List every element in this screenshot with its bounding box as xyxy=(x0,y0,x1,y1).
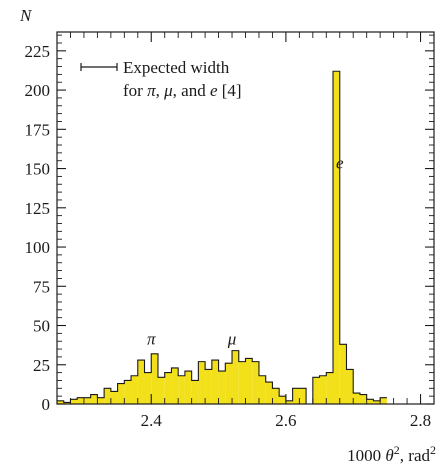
histogram-bin xyxy=(252,361,259,404)
histogram-bin xyxy=(97,397,105,404)
y-axis-label: N xyxy=(19,6,33,25)
histogram-bin xyxy=(205,369,212,404)
histogram-bin xyxy=(198,361,206,404)
x-tick-label: 2.4 xyxy=(141,411,163,430)
histogram-bin xyxy=(70,399,78,404)
peak-annotations: π μ e xyxy=(147,154,344,349)
y-tick-label: 175 xyxy=(25,120,51,139)
x-tick-label: 2.8 xyxy=(410,411,431,430)
peak-label: π xyxy=(147,329,156,348)
histogram-bin xyxy=(292,388,300,404)
histogram-bin xyxy=(178,375,185,404)
axis-ticks xyxy=(56,32,434,405)
histogram-bin xyxy=(137,360,145,404)
histogram-bin xyxy=(366,399,374,404)
y-tick-label: 150 xyxy=(25,160,51,179)
legend-prefix: for xyxy=(123,81,147,100)
legend-line-1: Expected width xyxy=(123,58,230,77)
histogram-bin xyxy=(312,377,320,404)
histogram-bin xyxy=(258,375,266,404)
histogram-bin xyxy=(285,400,293,404)
histogram-bin xyxy=(346,369,354,404)
histogram-bin xyxy=(359,394,367,404)
y-tick-label: 25 xyxy=(33,356,50,375)
histogram-bin xyxy=(63,402,71,404)
histogram-bin xyxy=(232,350,239,404)
histogram-bin xyxy=(272,388,280,404)
histogram-bin xyxy=(171,367,179,404)
y-tick-label: 125 xyxy=(25,199,51,218)
histogram-bin xyxy=(184,371,192,404)
histogram-bin xyxy=(299,388,307,404)
legend-sym-mu: μ xyxy=(163,81,173,100)
histogram-bin xyxy=(245,358,253,404)
histogram-bin xyxy=(211,360,219,404)
histogram-bin xyxy=(83,397,91,404)
histogram-bin xyxy=(110,391,118,404)
histogram-bars xyxy=(57,70,387,405)
x-tick-label: 2.6 xyxy=(275,411,296,430)
y-tick-label: 225 xyxy=(25,42,51,61)
histogram-bin xyxy=(373,400,381,404)
y-tick-label: 200 xyxy=(25,81,51,100)
histogram-bin xyxy=(131,375,138,404)
histogram-bin xyxy=(225,363,233,404)
histogram-bin xyxy=(57,400,64,404)
x-axis-label-exp1: 2 xyxy=(394,443,400,457)
histogram-bin xyxy=(151,353,158,404)
histogram-bin xyxy=(164,372,172,404)
histogram-bin xyxy=(144,372,152,404)
histogram-outline xyxy=(57,70,387,405)
legend-line-2: for π, μ, and e [4] xyxy=(123,81,242,100)
peak-label: μ xyxy=(227,329,237,348)
legend-suffix: [4] xyxy=(218,81,242,100)
histogram-bin xyxy=(353,393,360,404)
x-axis-label: 1000 θ2, rad2 xyxy=(347,443,436,465)
y-tick-label: 75 xyxy=(33,277,50,296)
y-tick-label: 50 xyxy=(33,317,50,336)
y-tick-label: 0 xyxy=(42,395,51,414)
histogram-bin xyxy=(326,372,334,404)
histogram-bin xyxy=(339,344,347,404)
histogram-bin xyxy=(319,375,327,404)
histogram-bin xyxy=(124,380,132,404)
histogram-bin xyxy=(104,388,111,404)
legend-sym-e: e xyxy=(210,81,218,100)
x-axis-label-unit: , rad xyxy=(400,446,431,465)
y-tick-label: 100 xyxy=(25,238,51,257)
plot-frame xyxy=(56,31,435,405)
histogram-bin xyxy=(265,382,273,404)
histogram-bin xyxy=(117,383,125,404)
legend-sym-pi: π xyxy=(147,81,156,100)
histogram-bin xyxy=(380,397,387,404)
histogram-bin xyxy=(77,397,84,404)
histogram-bin xyxy=(279,396,286,404)
histogram-bin xyxy=(333,71,340,404)
legend: Expected width for π, μ, and e [4] xyxy=(80,58,242,100)
x-axis-label-prefix: 1000 xyxy=(347,446,385,465)
histogram-bin xyxy=(157,377,165,404)
x-axis-label-theta: θ xyxy=(385,446,393,465)
histogram-bin xyxy=(238,361,246,404)
axis-tick-labels: 0 25 50 75 100 125 150 175 200 225 2.4 2.6 2.8 xyxy=(25,42,432,430)
x-axis-label-exp2: 2 xyxy=(430,443,436,457)
peak-label: e xyxy=(336,154,344,173)
histogram-bin xyxy=(191,380,199,404)
histogram-bin xyxy=(90,394,98,404)
histogram-bin xyxy=(218,371,226,404)
